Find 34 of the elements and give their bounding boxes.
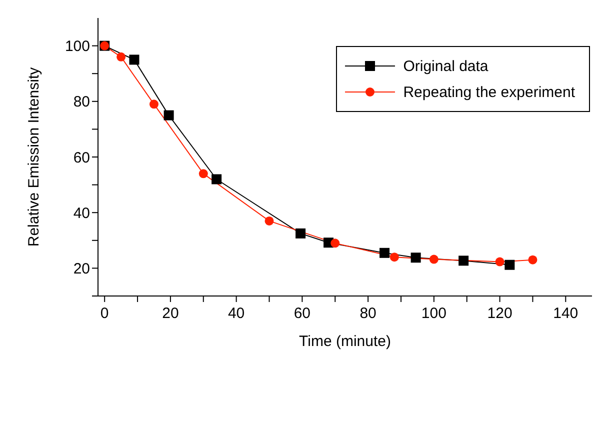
point xyxy=(330,238,340,248)
point xyxy=(164,110,174,120)
y-tick-label: 100 xyxy=(64,38,90,56)
point xyxy=(528,255,538,264)
legend-label: Original data xyxy=(403,58,488,74)
point xyxy=(390,252,399,262)
y-tick-label: 40 xyxy=(73,204,90,222)
x-tick-label: 80 xyxy=(360,305,376,322)
x-axis-title: Time (minute) xyxy=(299,333,391,350)
x-tick-label: 120 xyxy=(487,305,512,322)
point xyxy=(129,54,140,65)
legend-label: Repeating the experiment xyxy=(403,84,575,100)
point xyxy=(212,174,222,184)
y-axis-title: Relative Emission Intensity xyxy=(25,66,42,247)
y-tick-label: 60 xyxy=(73,149,90,166)
point xyxy=(198,169,208,178)
point xyxy=(116,52,126,62)
x-tick-label: 140 xyxy=(553,305,578,322)
point xyxy=(495,257,504,266)
point xyxy=(504,260,515,270)
x-tick-label: 60 xyxy=(294,305,311,322)
y-tick-label: 80 xyxy=(73,94,90,111)
x-tick-label: 40 xyxy=(228,305,245,322)
x-tick-label: 20 xyxy=(162,305,179,322)
point xyxy=(380,248,390,258)
point xyxy=(296,228,306,238)
x-tick-label: 100 xyxy=(421,305,446,322)
point xyxy=(149,100,158,109)
point xyxy=(458,256,469,266)
point xyxy=(264,216,274,226)
x-tick-label: 0 xyxy=(100,305,109,322)
point xyxy=(429,254,438,264)
point xyxy=(410,252,421,263)
y-tick-label: 20 xyxy=(73,260,90,278)
